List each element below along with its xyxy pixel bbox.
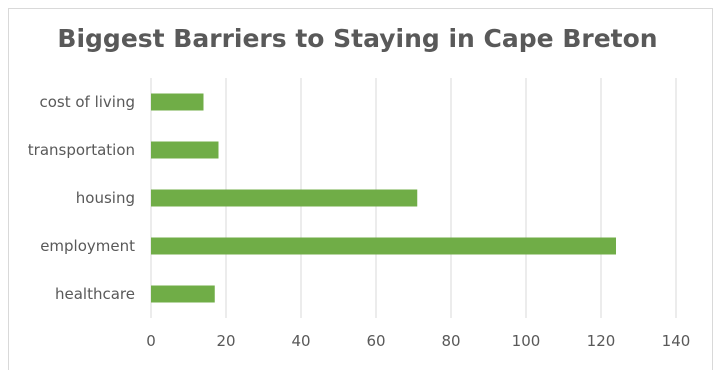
x-tick-label: 60 — [366, 332, 385, 350]
y-tick-label: cost of living — [39, 93, 135, 111]
x-tick-label: 120 — [587, 332, 616, 350]
bar-employment — [151, 237, 616, 255]
chart-title: Biggest Barriers to Staying in Cape Bret… — [57, 24, 658, 53]
bar-transportation — [151, 141, 219, 159]
x-tick-label: 80 — [441, 332, 460, 350]
bar-housing — [151, 189, 418, 207]
y-tick-label: transportation — [28, 141, 135, 159]
x-tick-label: 0 — [146, 332, 156, 350]
x-tick-label: 140 — [662, 332, 691, 350]
bar-cost-of-living — [151, 93, 204, 111]
x-tick-label: 20 — [216, 332, 235, 350]
y-tick-label: healthcare — [55, 285, 135, 303]
bar-chart: 0 20 40 60 80 100 120 140 cost of living transpor… — [28, 78, 691, 350]
y-tick-label: housing — [76, 189, 135, 207]
chart-frame — [8, 8, 713, 370]
x-tick-label: 100 — [512, 332, 541, 350]
x-tick-label: 40 — [291, 332, 310, 350]
y-tick-label: employment — [40, 237, 135, 255]
bar-healthcare — [151, 285, 215, 303]
